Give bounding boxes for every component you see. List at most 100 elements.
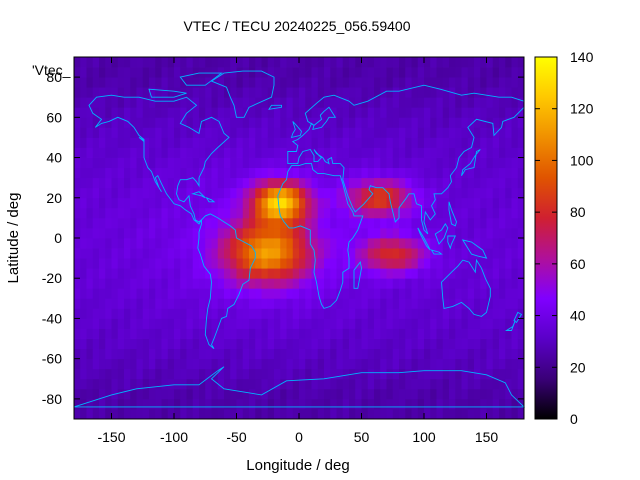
heatmap-cell <box>311 77 319 88</box>
heatmap-cell <box>499 308 506 319</box>
heatmap-cell <box>149 298 156 309</box>
heatmap-cell <box>492 268 500 279</box>
heatmap-cell <box>405 348 412 360</box>
heatmap-cell <box>136 408 144 420</box>
heatmap-cell <box>174 288 181 299</box>
heatmap-cell <box>492 177 500 189</box>
heatmap-cell <box>105 57 112 68</box>
heatmap-cell <box>411 187 419 199</box>
heatmap-cell <box>461 248 469 259</box>
heatmap-cell <box>480 77 487 88</box>
heatmap-cell <box>499 248 506 259</box>
heatmap-cell <box>186 398 194 410</box>
heatmap-cell <box>105 408 112 420</box>
heatmap-cell <box>336 308 344 319</box>
heatmap-cell <box>511 298 519 309</box>
heatmap-cell <box>386 298 394 309</box>
heatmap-cell <box>349 338 356 350</box>
heatmap-cell <box>267 278 275 289</box>
heatmap-cell <box>486 207 494 219</box>
heatmap-cell <box>205 348 212 360</box>
heatmap-cell <box>355 107 362 118</box>
heatmap-cell <box>336 248 344 259</box>
heatmap-cell <box>211 97 219 108</box>
heatmap-cell <box>474 398 481 410</box>
heatmap-cell <box>317 197 325 209</box>
heatmap-cell <box>455 87 462 98</box>
heatmap-cell <box>167 187 175 199</box>
heatmap-cell <box>436 348 444 360</box>
heatmap-cell <box>174 207 181 219</box>
heatmap-cell <box>86 258 94 269</box>
heatmap-cell <box>111 398 119 410</box>
heatmap-cell <box>261 298 269 309</box>
heatmap-cell <box>399 238 406 249</box>
heatmap-cell <box>374 187 381 199</box>
heatmap-cell <box>386 358 394 370</box>
heatmap-cell <box>505 167 512 179</box>
heatmap-cell <box>505 238 512 249</box>
heatmap-cell <box>99 348 106 360</box>
heatmap-cell <box>292 408 300 420</box>
heatmap-cell <box>224 167 231 179</box>
heatmap-cell <box>417 288 425 299</box>
heatmap-cell <box>280 137 287 148</box>
heatmap-cell <box>386 87 394 98</box>
heatmap-cell <box>124 147 131 158</box>
heatmap-cell <box>274 77 281 88</box>
heatmap-cell <box>99 197 106 209</box>
heatmap-cell <box>205 207 212 219</box>
heatmap-cell <box>299 288 306 299</box>
heatmap-cell <box>511 398 519 410</box>
heatmap-cell <box>130 157 137 169</box>
heatmap-cell <box>199 157 206 169</box>
heatmap-cell <box>405 398 412 410</box>
heatmap-cell <box>492 207 500 219</box>
heatmap-cell <box>442 127 450 138</box>
heatmap-cell <box>411 67 419 78</box>
heatmap-cell <box>517 227 525 239</box>
heatmap-cell <box>211 137 219 148</box>
heatmap-cell <box>436 157 444 169</box>
heatmap-cell <box>424 57 431 68</box>
heatmap-cell <box>205 227 212 239</box>
heatmap-cell <box>355 167 362 179</box>
heatmap-cell <box>499 97 506 108</box>
heatmap-cell <box>180 137 187 148</box>
heatmap-cell <box>361 137 369 148</box>
heatmap-cell <box>149 207 156 219</box>
heatmap-cell <box>467 298 475 309</box>
heatmap-cell <box>305 207 312 219</box>
heatmap-cell <box>249 147 256 158</box>
heatmap-cell <box>449 358 456 370</box>
coastline <box>148 88 187 98</box>
heatmap-cell <box>505 338 512 350</box>
heatmap-cell <box>255 207 262 219</box>
heatmap-cell <box>142 368 150 380</box>
heatmap-cell <box>505 298 512 309</box>
heatmap-cell <box>142 197 150 209</box>
heatmap-cell <box>136 57 144 68</box>
coastline <box>73 366 526 408</box>
heatmap-cell <box>480 57 487 68</box>
heatmap-cell <box>311 97 319 108</box>
heatmap-cell <box>367 167 375 179</box>
heatmap-cell <box>492 408 500 420</box>
heatmap-cell <box>267 378 275 390</box>
heatmap-cell <box>149 57 156 68</box>
heatmap-cell <box>311 117 319 128</box>
heatmap-cell <box>336 227 344 239</box>
heatmap-cell <box>186 157 194 169</box>
heatmap-cell <box>492 57 500 68</box>
heatmap-cell <box>424 258 431 269</box>
x-axis-ticks: -150 -100 -50 0 50 100 150 <box>97 57 498 445</box>
heatmap-cell <box>392 398 400 410</box>
heatmap-cell <box>324 77 331 88</box>
heatmap-cell <box>405 177 412 189</box>
heatmap-cell <box>174 328 181 339</box>
heatmap-cell <box>217 328 225 339</box>
heatmap-cell <box>367 338 375 350</box>
heatmap-cell <box>442 238 450 249</box>
heatmap-cell <box>286 147 294 158</box>
